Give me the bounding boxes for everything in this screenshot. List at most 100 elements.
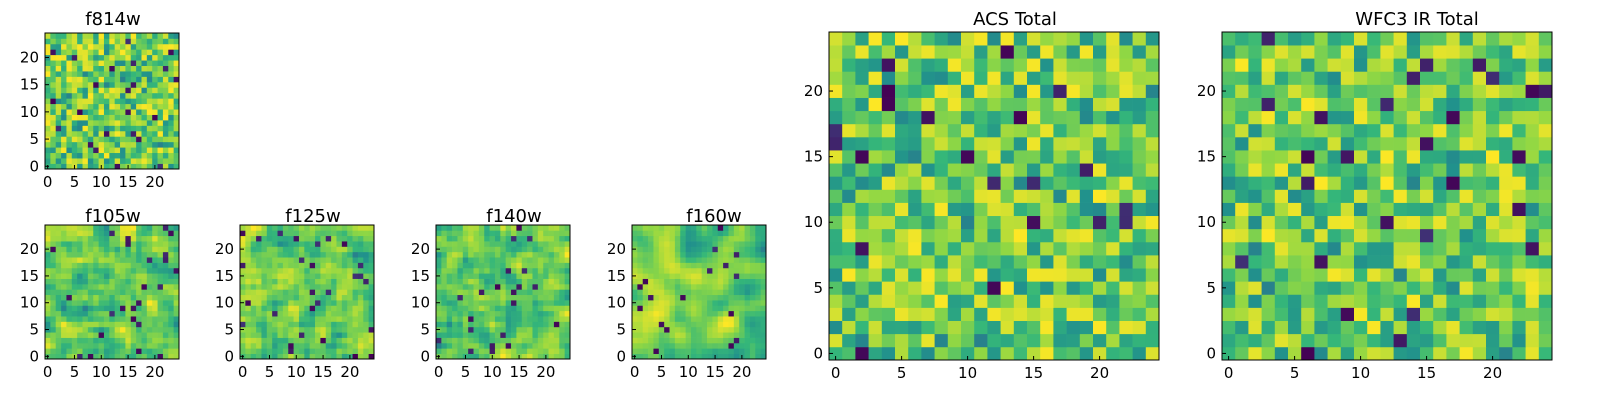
heatmap-cell [266,241,273,247]
heatmap-cell [895,307,909,321]
heatmap-cell [642,278,649,285]
heatmap-cell [141,251,148,258]
heatmap-cell [352,230,359,237]
heatmap-cell [261,337,268,344]
heatmap-cell [494,337,501,344]
heatmap-cell [537,310,544,317]
heatmap-cell [136,321,142,328]
heatmap-cell [1013,123,1028,138]
heatmap-cell [71,103,78,110]
heatmap-cell [653,332,660,338]
heatmap-cell [760,230,767,237]
heatmap-cell [146,294,153,301]
heatmap-cell [114,92,121,99]
heatmap-cell [489,326,496,333]
heatmap-cell [304,230,311,237]
heatmap-cell [868,71,883,85]
heatmap-cell [1261,202,1276,217]
heatmap-cell [452,353,458,360]
heatmap-cell [537,241,544,247]
heatmap-cell [1106,346,1120,361]
heatmap-cell [1079,84,1094,98]
heatmap-cell [66,337,73,344]
heatmap-cell [446,262,453,269]
heatmap-cell [1066,32,1081,46]
heatmap-cell [755,225,761,231]
heatmap-cell [1525,136,1540,151]
heatmap-cell [855,189,869,203]
heatmap-cell [71,98,78,105]
heatmap-cell [87,136,94,143]
heatmap-cell [895,58,909,72]
heatmap-cell [505,294,512,301]
heatmap-cell [1222,202,1236,217]
heatmap-cell [690,326,697,333]
heatmap-cell [1512,189,1526,203]
heatmap-cell [1000,241,1015,256]
heatmap-cell [637,246,644,253]
heatmap-cell [1340,136,1355,151]
heatmap-cell [162,257,169,263]
heatmap-cell [564,321,571,328]
heatmap-cell [1106,32,1120,46]
heatmap-cell [152,283,158,290]
heatmap-cell [674,353,681,360]
heatmap-cell [564,289,571,296]
heatmap-cell [749,278,756,285]
heatmap-cell [1433,255,1447,269]
heatmap-cell [250,278,257,285]
heatmap-cell [494,251,501,258]
heatmap-cell [760,289,767,296]
heatmap-cells [436,225,571,360]
heatmap-cell [1420,294,1434,308]
heatmap-cell [632,225,638,231]
heatmap-cell [1288,320,1302,335]
heatmap-cell [632,294,638,301]
heatmap-cell [664,235,670,242]
heatmap-cell [71,337,78,344]
heatmap-cell [457,246,464,253]
heatmap-cell [325,262,332,269]
heatmap-cell [1119,84,1133,98]
heatmap-cell [66,262,73,269]
heatmap-cell [559,289,565,296]
heatmap-cell [1261,281,1276,295]
heatmap-cell [55,33,62,39]
heatmap-cell [559,267,565,274]
heatmap-cell [130,283,137,290]
heatmap-cell [637,332,644,338]
heatmap-cell [664,262,670,269]
heatmap-cell [1340,84,1355,98]
heatmap-cell [1459,294,1474,308]
heatmap-cell [658,235,665,242]
heatmap-cell [1053,123,1067,138]
heatmap-cell [162,310,169,317]
heatmap-cell [1288,32,1302,46]
heatmap-cell [277,262,284,269]
heatmap-cell [881,215,896,230]
heatmap-cell [500,316,507,322]
heatmap-cell [45,305,51,312]
heatmap-cell [50,141,57,148]
heatmap-cell [55,326,62,333]
heatmap-cell [1261,71,1276,85]
heatmap-cell [881,189,896,203]
heatmap-cell [1393,136,1408,151]
heatmap-cell [45,257,51,263]
heatmap-cell [55,38,62,45]
heatmap-cell [1393,255,1408,269]
heatmap-cell [282,348,289,354]
heatmap-cell [987,189,1001,203]
heatmap-cell [658,273,665,279]
heatmap-cell [309,230,316,237]
heatmap-cell [658,310,665,317]
heatmap-cell [1235,58,1249,72]
heatmap-cell [103,326,110,333]
heatmap-cell [103,141,110,148]
heatmap-cell [1314,281,1328,295]
heatmap-cell [114,300,121,306]
heatmap-cell [1380,189,1394,203]
heatmap-cell [1235,163,1249,177]
heatmap-cell [341,246,348,253]
heatmap-cell [109,321,116,328]
